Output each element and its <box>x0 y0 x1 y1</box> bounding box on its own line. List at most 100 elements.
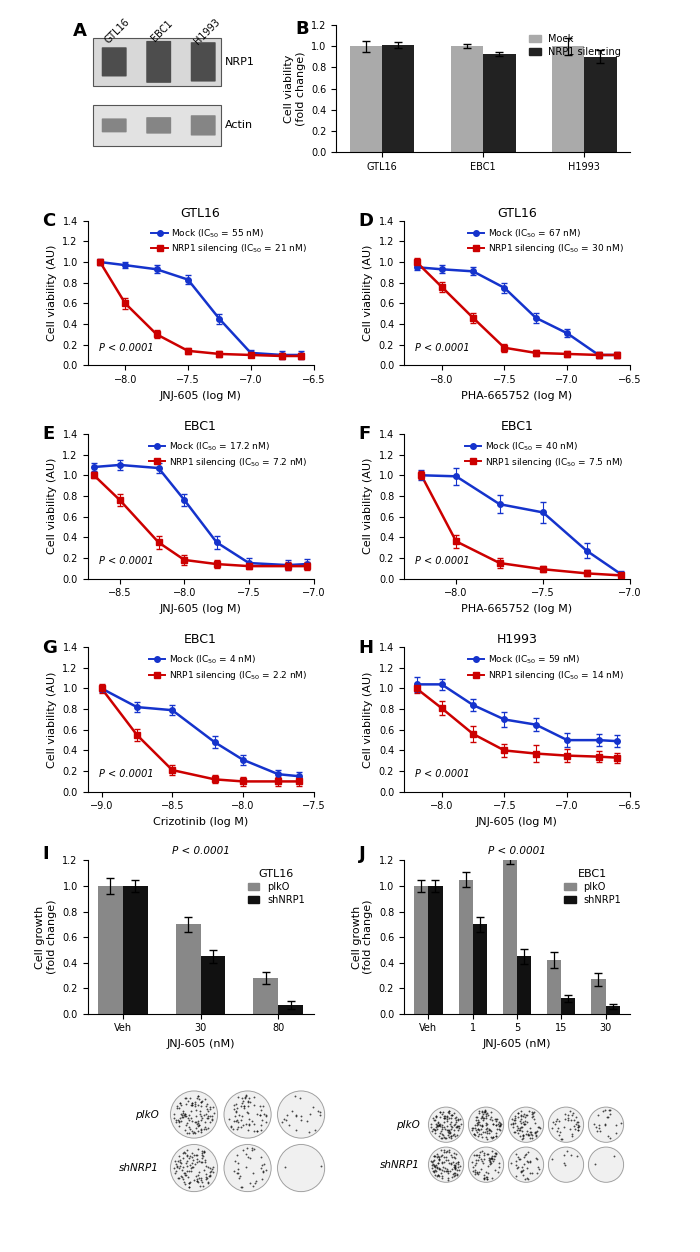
Circle shape <box>468 1107 504 1142</box>
Point <box>454 1116 465 1136</box>
Point <box>185 1156 196 1176</box>
Point <box>479 1102 490 1122</box>
Point <box>199 1106 210 1126</box>
Title: EBC1: EBC1 <box>184 419 217 433</box>
Point <box>448 1126 459 1146</box>
Point <box>242 1121 253 1141</box>
Point <box>232 1087 244 1107</box>
Y-axis label: Cell viability (AU): Cell viability (AU) <box>363 458 373 555</box>
Point <box>230 1102 241 1122</box>
Point <box>295 1088 306 1108</box>
Point <box>281 1104 292 1124</box>
Point <box>228 1118 239 1138</box>
Y-axis label: Cell growth
(fold change): Cell growth (fold change) <box>35 900 57 974</box>
Point <box>519 1107 531 1127</box>
Point <box>309 1121 321 1141</box>
Point <box>248 1087 259 1107</box>
Point <box>174 1111 185 1131</box>
Point <box>474 1116 485 1136</box>
Point <box>510 1144 521 1164</box>
Point <box>202 1102 214 1122</box>
Bar <box>592 979 606 1014</box>
Point <box>526 1126 538 1146</box>
Point <box>442 1171 454 1191</box>
Point <box>531 1121 542 1141</box>
Point <box>183 1162 195 1182</box>
Point <box>524 1152 536 1172</box>
Point <box>483 1148 494 1168</box>
Point <box>470 1164 481 1184</box>
Point <box>183 1090 194 1111</box>
Point <box>512 1123 524 1143</box>
Point <box>442 1116 453 1136</box>
Point <box>204 1158 215 1178</box>
Point <box>260 1112 271 1132</box>
Point <box>434 1102 445 1122</box>
Point <box>238 1090 249 1111</box>
Point <box>244 1109 255 1129</box>
Point <box>191 1171 202 1191</box>
Point <box>506 1153 517 1173</box>
Point <box>481 1167 492 1187</box>
Point <box>208 1157 219 1177</box>
Circle shape <box>468 1147 504 1182</box>
Legend: pIkO, shNRP1: pIkO, shNRP1 <box>244 865 309 909</box>
Point <box>454 1156 466 1176</box>
Bar <box>552 46 584 151</box>
Point <box>512 1157 523 1177</box>
Point <box>444 1119 455 1139</box>
Point <box>473 1144 484 1164</box>
Point <box>193 1172 204 1192</box>
Point <box>181 1106 192 1126</box>
Point <box>475 1124 486 1144</box>
Point <box>566 1124 578 1144</box>
Point <box>200 1156 211 1176</box>
Point <box>490 1116 501 1136</box>
Point <box>480 1162 491 1182</box>
Text: E: E <box>42 426 55 443</box>
Point <box>426 1158 438 1178</box>
Point <box>450 1148 461 1168</box>
Point <box>604 1103 615 1123</box>
Point <box>446 1106 457 1126</box>
Point <box>434 1148 445 1168</box>
Point <box>433 1166 444 1186</box>
Point <box>449 1121 460 1141</box>
Point <box>517 1106 528 1126</box>
Point <box>452 1126 463 1146</box>
Point <box>433 1114 444 1134</box>
Point <box>180 1153 191 1173</box>
Point <box>591 1117 602 1137</box>
Point <box>444 1123 456 1143</box>
Point <box>179 1143 190 1163</box>
Point <box>510 1156 522 1176</box>
Point <box>433 1164 444 1184</box>
Point <box>255 1104 266 1124</box>
Point <box>517 1157 528 1177</box>
Point <box>452 1117 463 1137</box>
Point <box>438 1102 449 1122</box>
Point <box>531 1163 542 1183</box>
Point <box>479 1148 490 1168</box>
Point <box>447 1164 458 1184</box>
Point <box>599 1116 610 1136</box>
Point <box>477 1107 488 1127</box>
Point <box>477 1141 488 1161</box>
Point <box>592 1121 603 1141</box>
Point <box>436 1104 447 1124</box>
Point <box>315 1157 326 1177</box>
Point <box>477 1104 489 1124</box>
Point <box>477 1116 488 1136</box>
Point <box>522 1158 533 1178</box>
Point <box>551 1109 562 1129</box>
Point <box>449 1108 461 1128</box>
Point <box>180 1088 191 1108</box>
Point <box>193 1112 204 1132</box>
Point <box>198 1118 209 1138</box>
X-axis label: Crizotinib (log M): Crizotinib (log M) <box>153 818 248 828</box>
Point <box>181 1151 193 1171</box>
Point <box>482 1169 493 1189</box>
Point <box>442 1126 453 1146</box>
Point <box>514 1127 525 1147</box>
Point <box>187 1149 198 1169</box>
